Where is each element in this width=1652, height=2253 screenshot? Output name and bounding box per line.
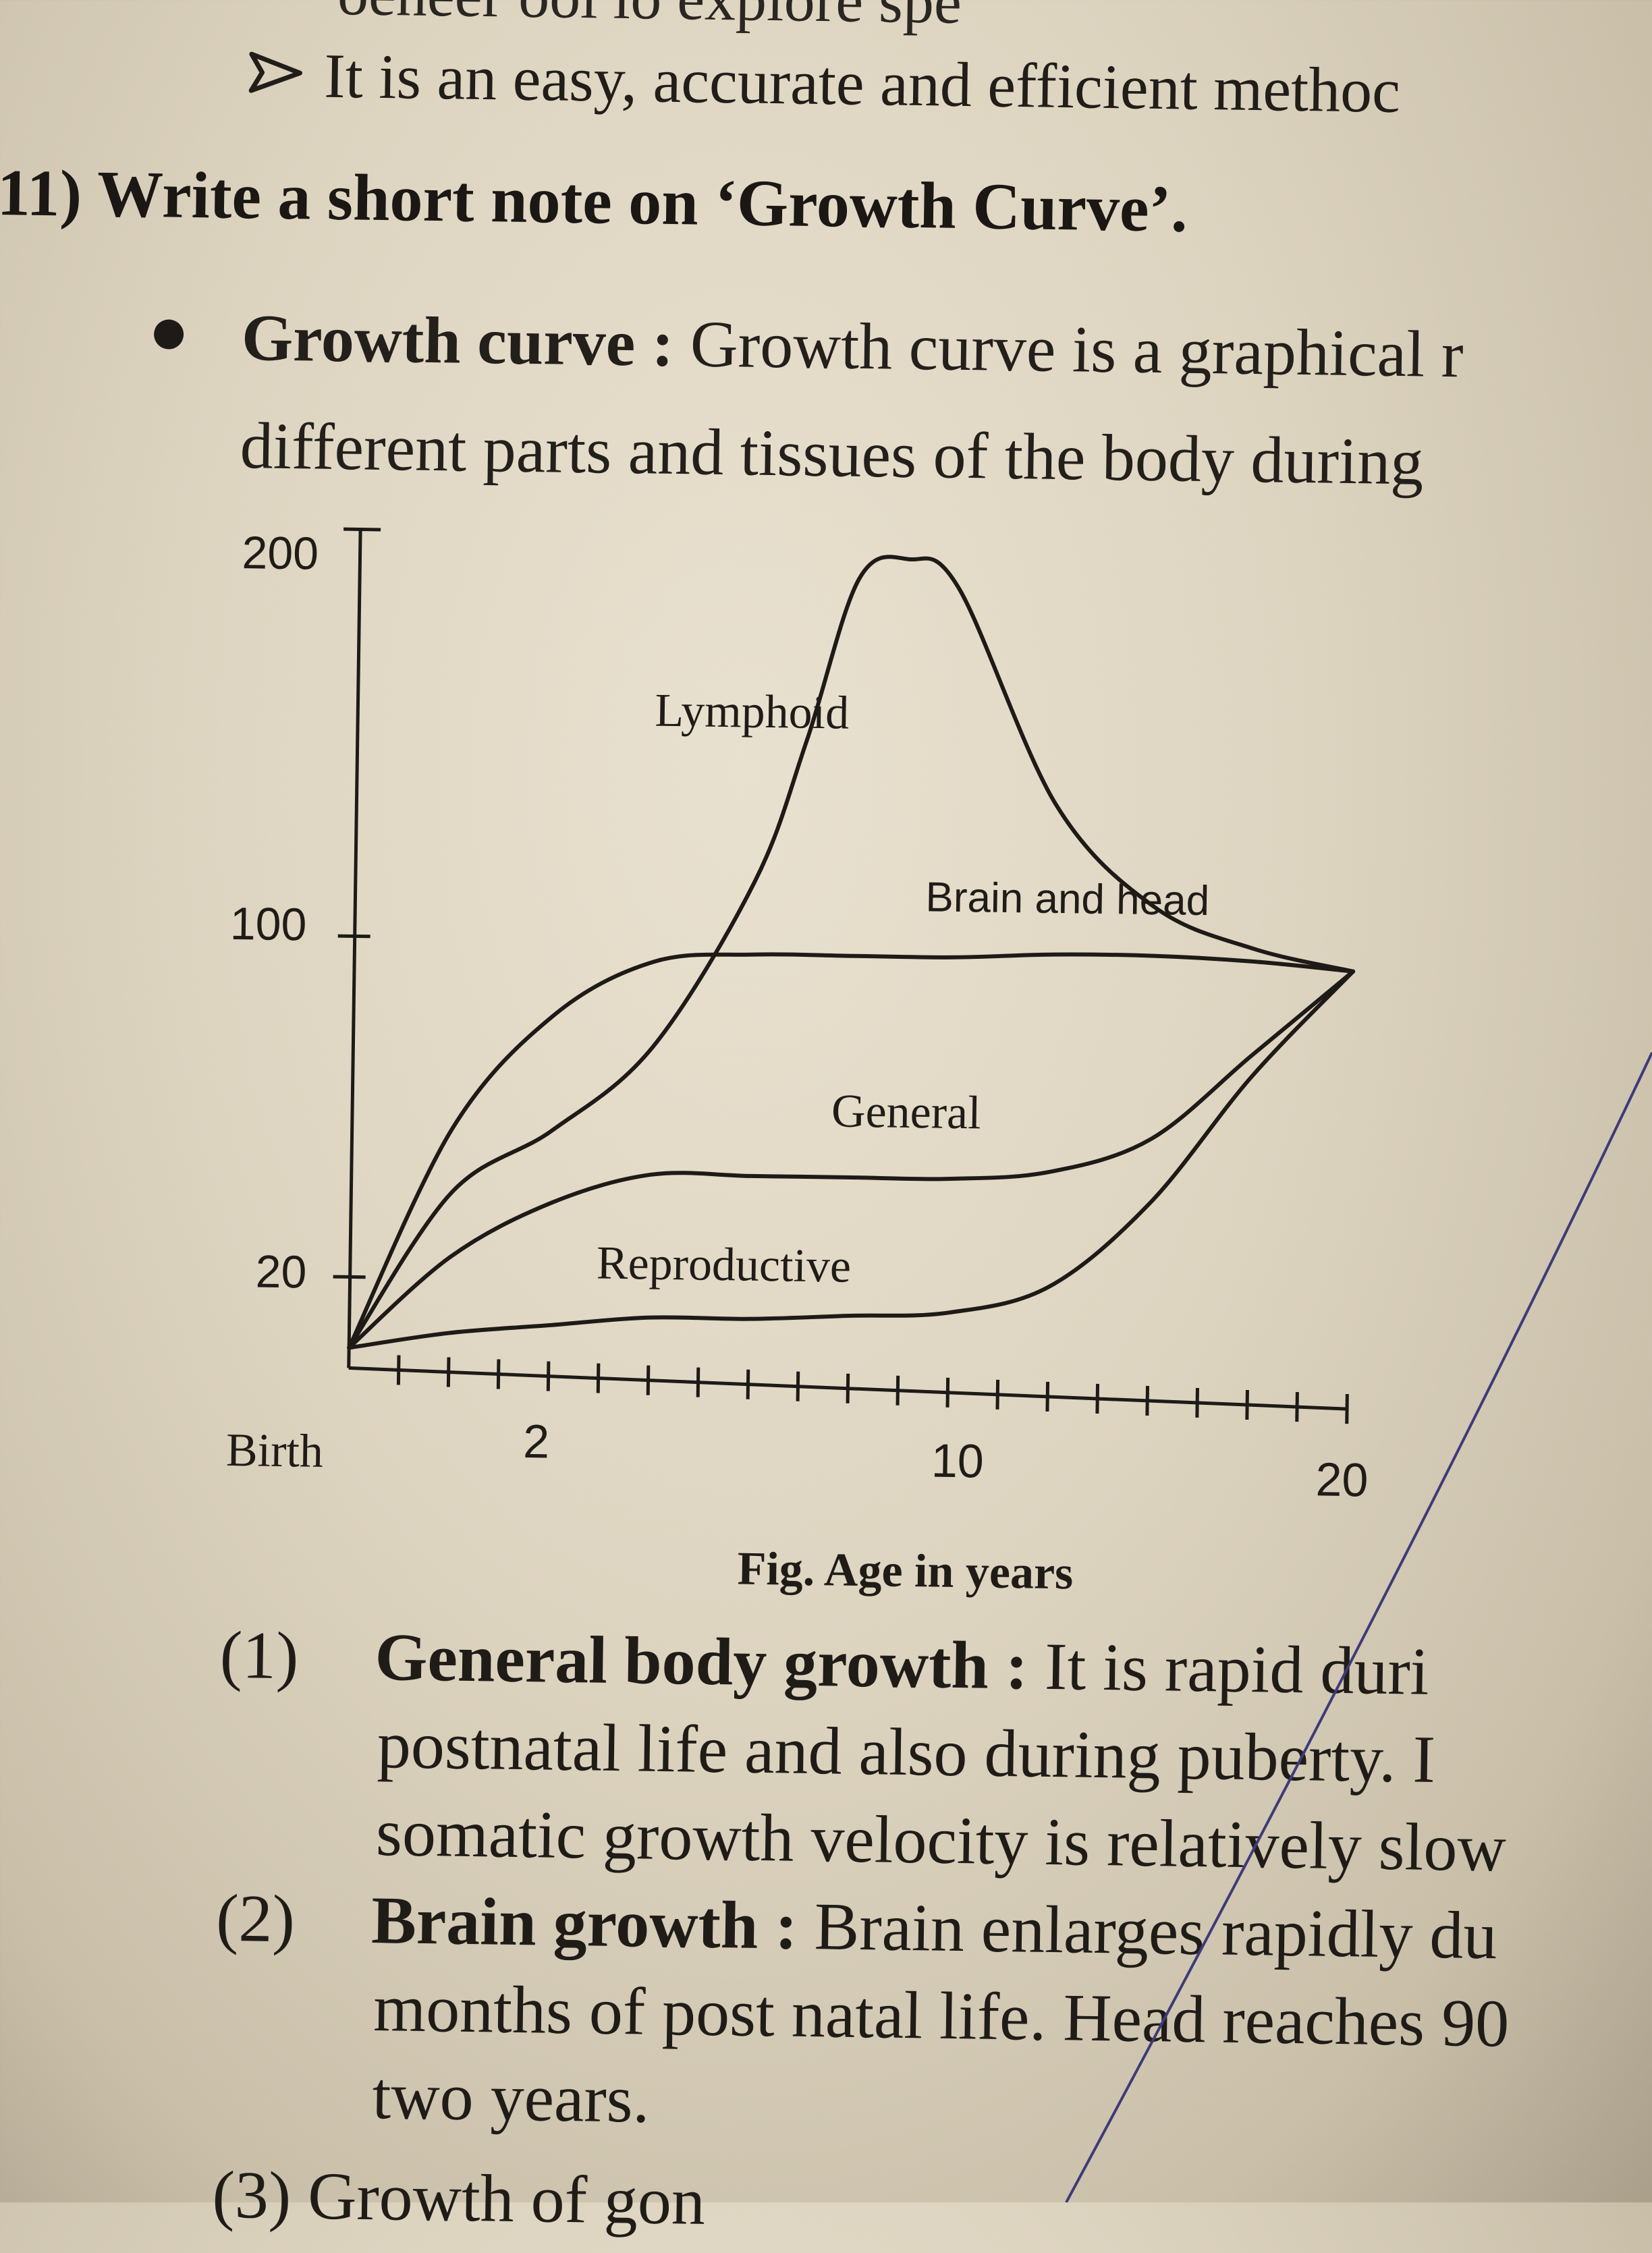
x-tick-mark <box>1195 1387 1199 1418</box>
x-tick-mark <box>496 1359 501 1389</box>
x-tick-mark <box>1095 1383 1100 1414</box>
series-line-general <box>347 969 1356 1350</box>
y-axis <box>347 528 362 1368</box>
pen-stroke-line <box>1065 1052 1652 2202</box>
x-tick-mark <box>1045 1381 1050 1412</box>
x-tick-mark <box>1145 1385 1149 1416</box>
x-tick-mark <box>446 1357 451 1387</box>
arrow-bullet-line: It is an easy, accurate and efficient me… <box>248 38 1401 128</box>
series-line-lymphoid <box>347 555 1356 1350</box>
x-tick-mark <box>1345 1394 1349 1424</box>
x-tick-mark <box>1295 1392 1299 1422</box>
y-tick-mark <box>337 934 370 939</box>
x-tick-mark <box>1245 1389 1249 1420</box>
x-tick-mark <box>945 1377 950 1408</box>
arrow-bullet-icon <box>248 38 306 112</box>
series-line-brain-and-head <box>347 952 1356 1350</box>
x-tick-mark <box>596 1363 601 1393</box>
x-tick-mark <box>995 1379 1000 1410</box>
series-line-reproductive <box>347 969 1356 1350</box>
x-tick-mark <box>546 1361 551 1391</box>
y-axis-top-cap <box>343 527 381 532</box>
growth-curve-chart <box>333 527 1356 1424</box>
x-tick-mark <box>646 1365 651 1395</box>
pen-mark <box>1065 1052 1652 2202</box>
x-tick-mark <box>396 1355 401 1385</box>
